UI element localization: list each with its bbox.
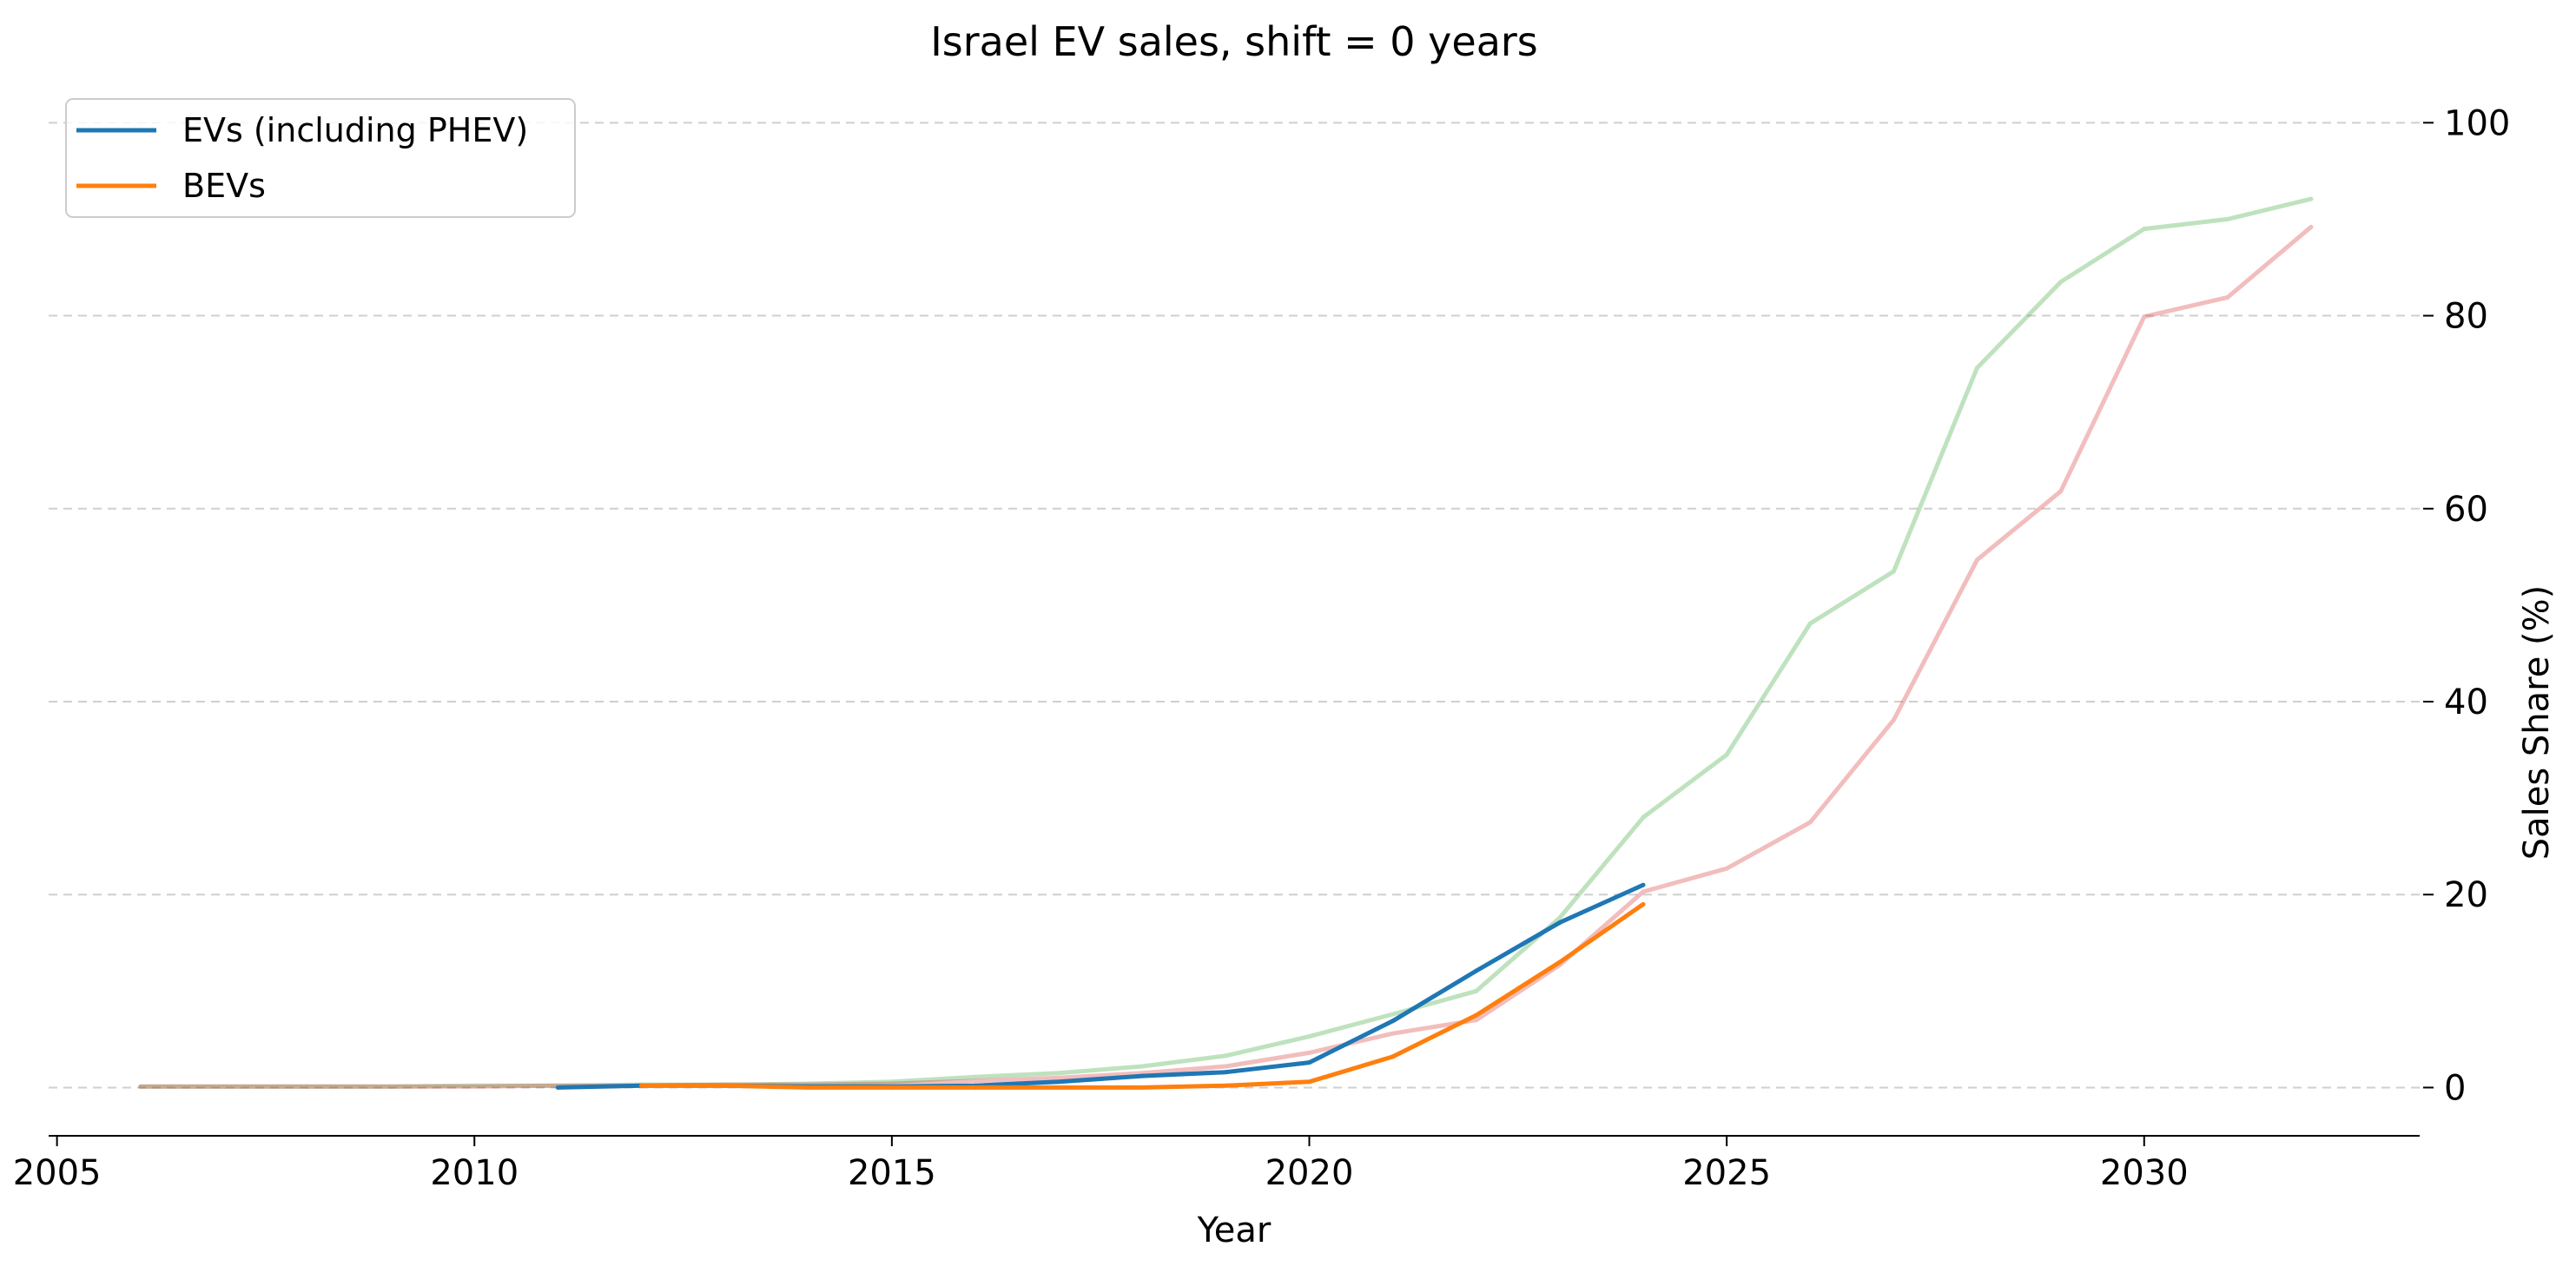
- data-point: [1557, 915, 1562, 920]
- data-point: [1223, 1083, 1228, 1088]
- data-point: [1807, 621, 1813, 626]
- data-point: [1474, 988, 1479, 993]
- y-tick-label: 80: [2444, 297, 2488, 337]
- data-point: [1139, 1064, 1145, 1069]
- data-point: [1390, 1019, 1396, 1024]
- series-0: [138, 196, 2314, 1089]
- data-point: [1557, 920, 1562, 925]
- legend-label: EVs (including PHEV): [182, 111, 528, 149]
- data-point: [2225, 216, 2230, 221]
- x-tick-label: 2010: [430, 1153, 519, 1193]
- data-point: [806, 1085, 811, 1090]
- data-point: [1724, 752, 1729, 757]
- x-tick-label: 2020: [1265, 1153, 1354, 1193]
- data-point: [1807, 820, 1813, 825]
- series-1: [138, 224, 2314, 1089]
- y-axis-label: Sales Share (%): [2517, 585, 2557, 861]
- legend-frame: [65, 98, 576, 218]
- data-point: [1724, 866, 1729, 871]
- data-point: [2142, 314, 2147, 320]
- data-point: [472, 1084, 477, 1089]
- y-tick-label: 60: [2444, 490, 2488, 530]
- y-tick-label: 20: [2444, 875, 2488, 915]
- data-point: [388, 1084, 393, 1089]
- data-point: [2308, 224, 2314, 229]
- data-point: [1307, 1079, 1312, 1085]
- data-point: [138, 1084, 143, 1089]
- data-point: [221, 1084, 227, 1089]
- series-line: [140, 196, 2312, 1089]
- legend: EVs (including PHEV) BEVs: [65, 98, 576, 218]
- data-point: [973, 1078, 978, 1084]
- data-point: [1223, 1064, 1228, 1069]
- data-point: [723, 1083, 728, 1088]
- data-point: [973, 1085, 978, 1090]
- data-point: [2308, 196, 2314, 201]
- x-tick-label: 2005: [13, 1153, 102, 1193]
- data-point: [1307, 1034, 1312, 1039]
- y-tick-label: 0: [2444, 1068, 2466, 1108]
- data-point: [555, 1085, 560, 1090]
- data-point: [1557, 960, 1562, 965]
- data-point: [2058, 489, 2064, 494]
- x-tick-label: 2025: [1682, 1153, 1771, 1193]
- data-point: [1641, 901, 1646, 907]
- x-axis-label: Year: [1197, 1210, 1271, 1250]
- data-point: [1056, 1075, 1061, 1080]
- data-point: [472, 1083, 477, 1088]
- data-point: [1056, 1085, 1061, 1090]
- data-point: [889, 1085, 895, 1090]
- data-point: [1139, 1073, 1145, 1078]
- data-point: [639, 1083, 644, 1088]
- data-point: [1975, 557, 1980, 563]
- series-3: [639, 901, 1646, 1090]
- series-line: [140, 225, 2313, 1089]
- data-point: [1641, 882, 1646, 887]
- data-point: [1975, 366, 1980, 371]
- data-point: [2142, 227, 2147, 232]
- y-tick-label: 100: [2444, 103, 2510, 143]
- data-point: [889, 1079, 895, 1085]
- x-tick-label: 2015: [848, 1153, 936, 1193]
- data-point: [221, 1084, 227, 1089]
- data-point: [1307, 1050, 1312, 1055]
- x-tick-label: 2030: [2100, 1153, 2189, 1193]
- data-point: [1474, 968, 1479, 973]
- data-point: [973, 1074, 978, 1079]
- data-point: [1390, 1012, 1396, 1017]
- data-point: [1223, 1070, 1228, 1075]
- data-point: [1390, 1054, 1396, 1059]
- data-point: [1891, 569, 1896, 574]
- data-point: [1139, 1085, 1145, 1090]
- data-point: [138, 1084, 143, 1089]
- legend-items: EVs (including PHEV) BEVs: [76, 111, 528, 205]
- axes: 0 20 40 60 80 100 2005 2010 2015 2020 2025 2030: [13, 103, 2511, 1193]
- data-point: [1474, 1018, 1479, 1023]
- y-tick-label: 40: [2444, 683, 2488, 722]
- series-lines: [138, 196, 2314, 1090]
- data-point: [1056, 1079, 1061, 1085]
- data-point: [1223, 1053, 1228, 1059]
- data-point: [305, 1084, 310, 1089]
- data-point: [1307, 1060, 1312, 1065]
- data-point: [2058, 280, 2064, 285]
- data-point: [1641, 889, 1646, 894]
- data-point: [1056, 1071, 1061, 1076]
- data-point: [1474, 1012, 1479, 1018]
- data-point: [2225, 294, 2230, 300]
- data-point: [388, 1084, 393, 1089]
- data-point: [1891, 717, 1896, 722]
- gridlines: [49, 122, 2420, 1089]
- chart-title: Israel EV sales, shift = 0 years: [930, 18, 1538, 65]
- legend-label: BEVs: [182, 167, 266, 205]
- data-point: [1641, 815, 1646, 820]
- data-point: [1390, 1031, 1396, 1036]
- data-point: [305, 1084, 310, 1089]
